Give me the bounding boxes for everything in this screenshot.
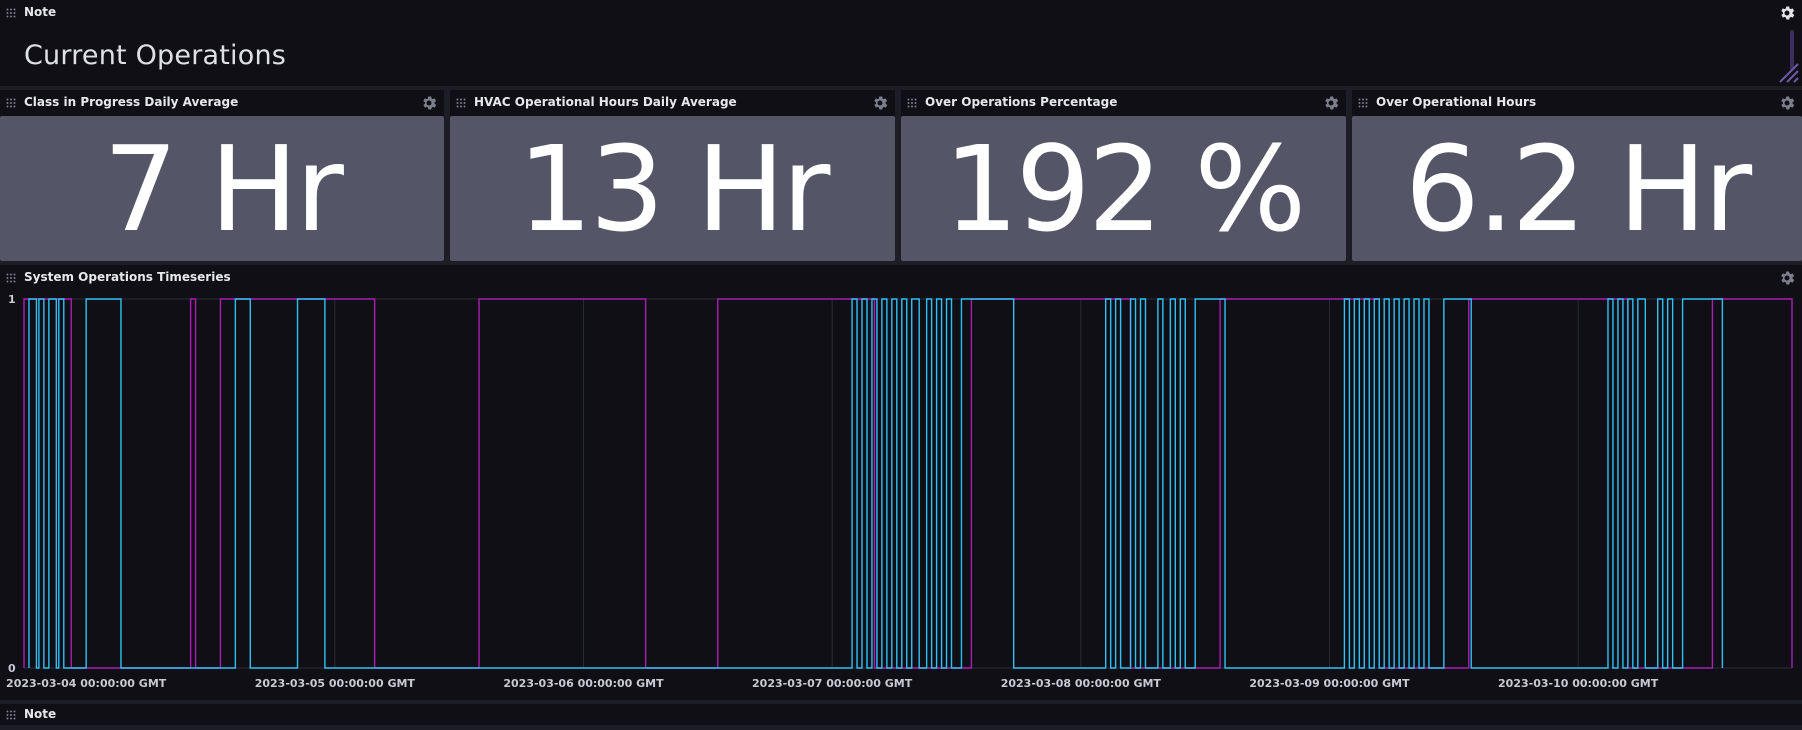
drag-handle-icon[interactable] xyxy=(6,273,16,283)
cell-title: Over Operations Percentage xyxy=(925,95,1118,109)
y-tick-label: 0 xyxy=(8,662,16,675)
x-tick-label: 2023-03-05 00:00:00 GMT xyxy=(255,677,416,690)
cell-title: Note xyxy=(24,707,57,721)
stat-value: 7 Hr xyxy=(103,119,344,258)
timeseries-chart[interactable]: 0 1 2023-03-04 00:00:00 GMT 2023-03-05 00:0… xyxy=(0,265,1802,700)
series-line-2 xyxy=(28,298,1724,669)
gear-icon[interactable] xyxy=(1778,269,1796,287)
timeseries-cell: System Operations Timeseries 0 1 2023-03-0… xyxy=(0,265,1802,700)
note-cell-header[interactable]: Note xyxy=(0,0,1802,26)
x-tick-label: 2023-03-10 00:00:00 GMT xyxy=(1498,677,1659,690)
stat-cell-header[interactable]: HVAC Operational Hours Daily Average xyxy=(450,90,895,116)
single-stat-panel: 7 Hr xyxy=(0,116,444,261)
note-cell-header[interactable]: Note xyxy=(0,704,1802,730)
stat-value: 13 Hr xyxy=(517,119,831,258)
cell-title: Note xyxy=(24,5,57,19)
drag-handle-icon[interactable] xyxy=(6,98,16,108)
gear-icon[interactable] xyxy=(871,94,889,112)
stat-cell-header[interactable]: Over Operations Percentage xyxy=(901,90,1346,116)
gear-icon[interactable] xyxy=(420,94,438,112)
series-line-1 xyxy=(23,298,1793,669)
stat-value: 6.2 Hr xyxy=(1404,119,1752,258)
x-tick-label: 2023-03-08 00:00:00 GMT xyxy=(1001,677,1162,690)
x-tick-label: 2023-03-06 00:00:00 GMT xyxy=(503,677,664,690)
stat-value: 192 % xyxy=(943,119,1307,258)
stat-cell-hvac-hours: HVAC Operational Hours Daily Average 13 … xyxy=(450,90,895,261)
stat-cell-over-ops-percentage: Over Operations Percentage 192 % xyxy=(901,90,1346,261)
drag-handle-icon[interactable] xyxy=(456,98,466,108)
single-stat-panel: 192 % xyxy=(901,116,1346,261)
chart-series xyxy=(23,298,1793,669)
cell-title: Class in Progress Daily Average xyxy=(24,95,239,109)
x-tick-label: 2023-03-04 00:00:00 GMT xyxy=(6,677,167,690)
x-tick-label: 2023-03-07 00:00:00 GMT xyxy=(752,677,913,690)
drag-handle-icon[interactable] xyxy=(1358,98,1368,108)
note-heading: Current Operations xyxy=(24,40,287,71)
stat-cell-header[interactable]: Class in Progress Daily Average xyxy=(0,90,444,116)
note-cell-bottom: Note xyxy=(0,704,1802,725)
gear-icon[interactable] xyxy=(1778,94,1796,112)
timeseries-cell-header[interactable]: System Operations Timeseries xyxy=(0,265,1802,291)
single-stat-panel: 13 Hr xyxy=(450,116,895,261)
cell-title: System Operations Timeseries xyxy=(24,270,231,284)
gear-icon[interactable] xyxy=(1322,94,1340,112)
stat-cell-over-ops-hours: Over Operational Hours 6.2 Hr xyxy=(1352,90,1802,261)
drag-handle-icon[interactable] xyxy=(6,710,16,720)
y-tick-label: 1 xyxy=(8,293,16,306)
stat-cell-class-in-progress: Class in Progress Daily Average 7 Hr xyxy=(0,90,444,261)
chart-axes: 0 1 2023-03-04 00:00:00 GMT 2023-03-05 00:0… xyxy=(6,293,1659,690)
resize-handle-icon[interactable] xyxy=(1776,60,1800,84)
chart-grid xyxy=(24,298,1792,669)
stat-cell-header[interactable]: Over Operational Hours xyxy=(1352,90,1802,116)
note-scrollbar[interactable] xyxy=(1790,30,1794,70)
single-stat-panel: 6.2 Hr xyxy=(1352,116,1802,261)
drag-handle-icon[interactable] xyxy=(6,8,16,18)
gear-icon[interactable] xyxy=(1778,4,1796,22)
cell-title: Over Operational Hours xyxy=(1376,95,1537,109)
note-cell-top: Note Current Operations xyxy=(0,0,1802,86)
cell-title: HVAC Operational Hours Daily Average xyxy=(474,95,737,109)
drag-handle-icon[interactable] xyxy=(907,98,917,108)
x-tick-label: 2023-03-09 00:00:00 GMT xyxy=(1249,677,1410,690)
